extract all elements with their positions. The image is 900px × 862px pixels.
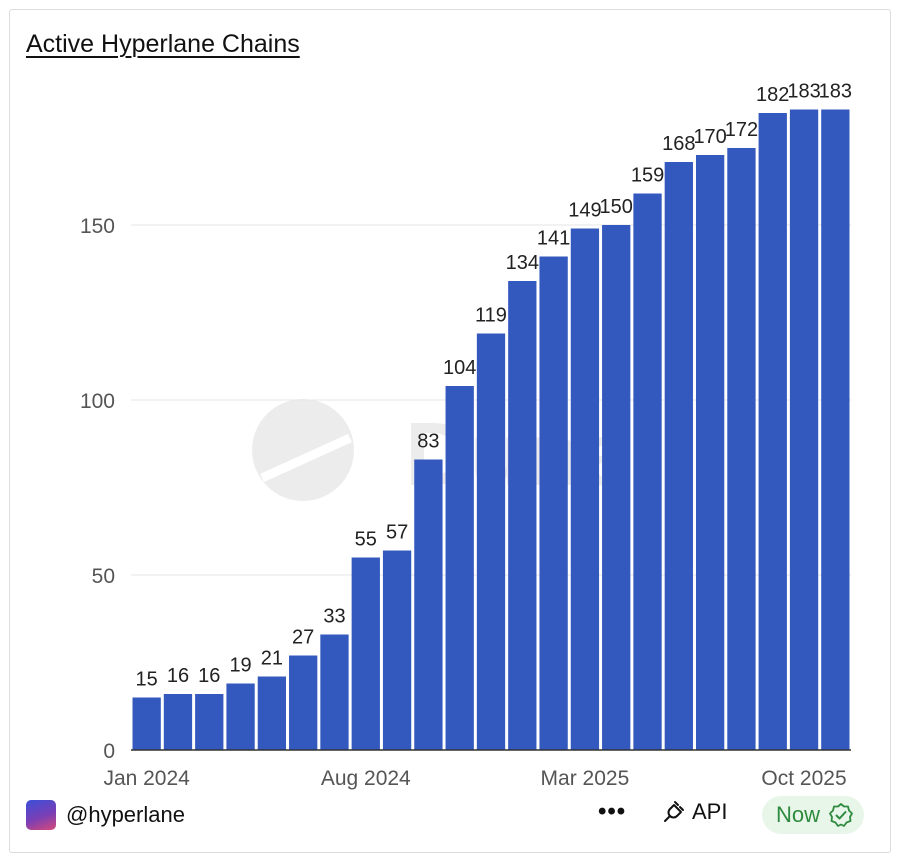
bar-17[interactable] bbox=[664, 162, 693, 750]
bar-value-label: 57 bbox=[386, 522, 408, 544]
bar-value-label: 183 bbox=[787, 81, 820, 103]
verified-check-icon bbox=[829, 803, 853, 827]
x-tick-label: Mar 2025 bbox=[541, 767, 630, 790]
x-tick-label: Jan 2024 bbox=[103, 767, 190, 790]
footer: @hyperlane ••• API Now bbox=[26, 796, 876, 834]
bar-value-label: 141 bbox=[537, 228, 570, 250]
bar-22[interactable] bbox=[821, 109, 850, 751]
bar-value-label: 172 bbox=[725, 119, 758, 141]
plug-icon bbox=[664, 801, 684, 822]
bar-value-label: 33 bbox=[323, 606, 345, 628]
api-label: API bbox=[692, 799, 728, 824]
bar-value-label: 149 bbox=[568, 200, 601, 222]
bar-value-label: 168 bbox=[662, 133, 695, 155]
bar-10[interactable] bbox=[445, 386, 474, 750]
bar-13[interactable] bbox=[539, 256, 568, 751]
bar-2[interactable] bbox=[195, 694, 224, 750]
bar-value-label: 21 bbox=[261, 648, 283, 670]
y-tick-label: 150 bbox=[80, 215, 115, 238]
bar-15[interactable] bbox=[602, 225, 631, 750]
bar-6[interactable] bbox=[320, 634, 349, 751]
bar-12[interactable] bbox=[508, 281, 537, 750]
now-label: Now bbox=[776, 802, 821, 827]
bar-20[interactable] bbox=[758, 113, 787, 750]
bar-value-label: 182 bbox=[756, 84, 789, 106]
bar-value-label: 134 bbox=[506, 252, 539, 274]
x-tick-label: Aug 2024 bbox=[321, 767, 411, 790]
y-tick-label: 50 bbox=[92, 565, 115, 588]
bar-value-label: 119 bbox=[475, 305, 507, 327]
bar-value-label: 16 bbox=[167, 665, 189, 687]
bar-21[interactable] bbox=[789, 109, 819, 751]
bar-9[interactable] bbox=[414, 459, 443, 751]
avatar[interactable] bbox=[26, 800, 56, 830]
chart-title[interactable]: Active Hyperlane Chains bbox=[26, 30, 300, 58]
bar-5[interactable] bbox=[289, 655, 318, 751]
bar-value-label: 15 bbox=[136, 669, 158, 691]
bar-8[interactable] bbox=[382, 550, 412, 751]
bar-0[interactable] bbox=[132, 697, 161, 751]
bar-value-label: 159 bbox=[631, 165, 664, 187]
bar-value-label: 150 bbox=[600, 196, 633, 218]
creator-handle[interactable]: @hyperlane bbox=[66, 802, 185, 827]
y-tick-label: 0 bbox=[103, 740, 115, 763]
bar-18[interactable] bbox=[695, 155, 725, 750]
bar-value-label: 170 bbox=[693, 126, 726, 148]
bar-7[interactable] bbox=[351, 557, 380, 751]
x-tick-label: Oct 2025 bbox=[761, 767, 846, 790]
refresh-status-badge[interactable]: Now bbox=[762, 796, 865, 834]
bar-1[interactable] bbox=[163, 694, 193, 750]
bar-value-label: 16 bbox=[198, 665, 220, 687]
bar-value-label: 27 bbox=[292, 627, 314, 649]
bar-4[interactable] bbox=[257, 676, 287, 751]
more-options-button[interactable]: ••• bbox=[598, 798, 627, 825]
bar-19[interactable] bbox=[727, 148, 756, 750]
bar-value-label: 104 bbox=[443, 357, 476, 379]
y-tick-label: 100 bbox=[80, 390, 115, 413]
bar-value-label: 55 bbox=[355, 529, 377, 551]
bar-value-label: 183 bbox=[819, 81, 852, 103]
bar-11[interactable] bbox=[476, 333, 506, 751]
bar-3[interactable] bbox=[226, 683, 255, 751]
bar-value-label: 83 bbox=[417, 431, 439, 453]
x-axis: Jan 2024 Aug 2024 Mar 2025 Oct 2025 bbox=[103, 749, 851, 790]
bar-value-label: 19 bbox=[229, 655, 251, 677]
api-button[interactable]: API bbox=[662, 799, 727, 825]
bar-16[interactable] bbox=[633, 193, 662, 751]
bars bbox=[132, 109, 850, 751]
bar-14[interactable] bbox=[570, 228, 600, 751]
